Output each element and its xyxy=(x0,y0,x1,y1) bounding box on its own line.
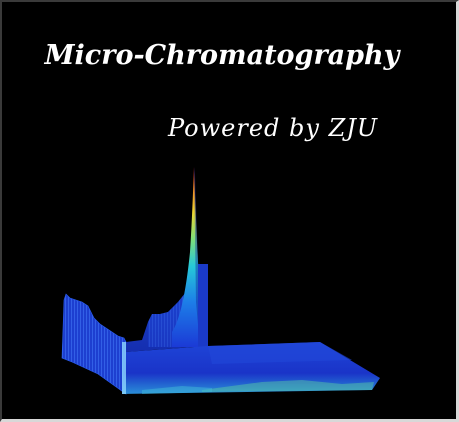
app-subtitle: Powered by ZJU xyxy=(168,114,379,142)
3d-chromatogram-icon xyxy=(61,167,380,395)
app-title: Micro-Chromatography xyxy=(44,40,400,71)
